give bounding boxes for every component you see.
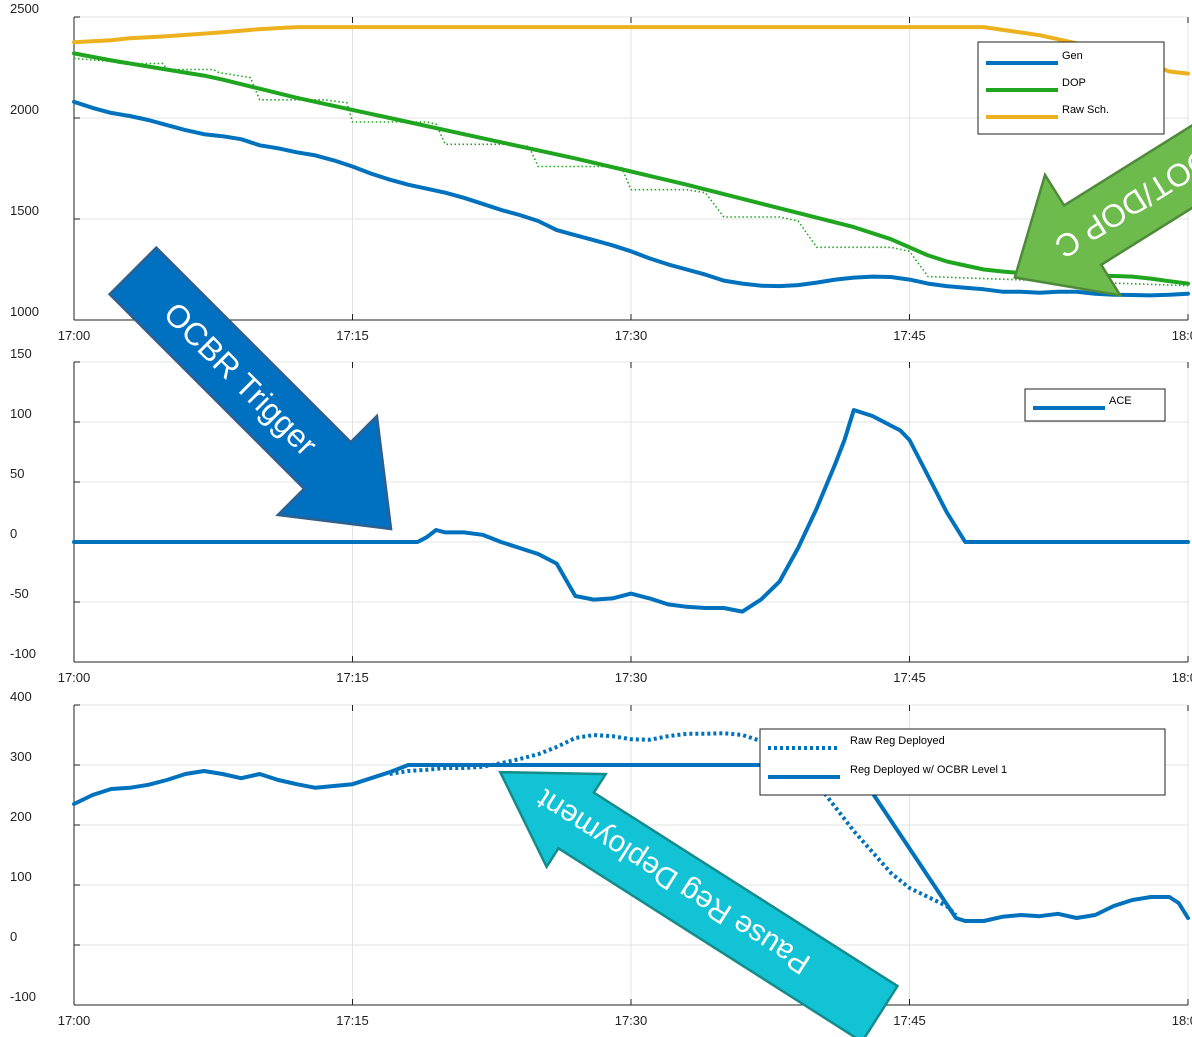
y-tick-label: 300 bbox=[10, 749, 32, 764]
y-tick-label: -50 bbox=[10, 586, 29, 601]
legend-label: Gen bbox=[1062, 50, 1083, 62]
y-tick-label: -100 bbox=[10, 646, 36, 661]
legend-label: Raw Reg Deployed bbox=[850, 735, 945, 747]
x-tick-label: 17:15 bbox=[336, 328, 369, 343]
y-tick-label: 50 bbox=[10, 466, 24, 481]
series-line-reg-deployed-w-ocbr-level-1 bbox=[72, 763, 1190, 923]
ocbr-arrow-shape bbox=[107, 245, 393, 531]
legend-box bbox=[759, 728, 1166, 796]
y-tick-label: 1500 bbox=[10, 203, 39, 218]
series-line-ace bbox=[72, 408, 1190, 614]
legend-label: Raw Sch. bbox=[1062, 104, 1109, 116]
legend-label: ACE bbox=[1109, 395, 1132, 407]
pause-arrow-label: Pause Reg Deployment bbox=[531, 782, 817, 980]
ace-legend: ACE bbox=[1024, 388, 1166, 422]
y-tick-label: 150 bbox=[10, 346, 32, 361]
x-tick-label: 18:00 bbox=[1172, 1013, 1192, 1028]
x-tick-label: 18:00 bbox=[1172, 328, 1192, 343]
x-tick-label: 17:00 bbox=[58, 1013, 91, 1028]
y-tick-label: 2000 bbox=[10, 102, 39, 117]
y-tick-label: -100 bbox=[10, 989, 36, 1004]
ace-panel: -100 -50 0 50 100 150 17:00 17:15 17:30 17:45 18:0… bbox=[10, 346, 1192, 685]
x-tick-label: 17:30 bbox=[615, 670, 648, 685]
legend-box bbox=[1024, 388, 1166, 422]
y-tick-label: 1000 bbox=[10, 304, 39, 319]
gen-legend: Gen DOP Raw Sch. bbox=[977, 41, 1165, 135]
ocbr-arrow: OCBR Trigger bbox=[107, 245, 393, 531]
series-line-gen bbox=[72, 99, 1190, 298]
x-tick-label: 17:45 bbox=[893, 328, 926, 343]
x-tick-label: 17:30 bbox=[615, 1013, 648, 1028]
x-tick-label: 17:00 bbox=[58, 328, 91, 343]
x-tick-label: 17:45 bbox=[893, 670, 926, 685]
x-tick-label: 17:45 bbox=[893, 1013, 926, 1028]
dop-arrow-shape bbox=[1013, 87, 1192, 298]
legend-label: DOP bbox=[1062, 77, 1086, 89]
reg-legend: Raw Reg Deployed Reg Deployed w/ OCBR Lev… bbox=[759, 728, 1166, 796]
y-tick-label: 100 bbox=[10, 869, 32, 884]
y-tick-label: 100 bbox=[10, 406, 32, 421]
y-tick-label: 2500 bbox=[10, 1, 39, 16]
y-tick-label: 400 bbox=[10, 689, 32, 704]
x-tick-label: 17:00 bbox=[58, 670, 91, 685]
x-tick-label: 17:15 bbox=[336, 670, 369, 685]
y-tick-label: 200 bbox=[10, 809, 32, 824]
y-tick-label: 0 bbox=[10, 526, 17, 541]
pause-arrow-shape bbox=[498, 770, 900, 1037]
x-tick-label: 17:15 bbox=[336, 1013, 369, 1028]
x-tick-label: 18:00 bbox=[1172, 670, 1192, 685]
y-tick-label: 0 bbox=[10, 929, 17, 944]
legend-label: Reg Deployed w/ OCBR Level 1 bbox=[850, 764, 1007, 776]
series-line-dop-setpoint bbox=[73, 57, 1189, 287]
x-tick-label: 17:30 bbox=[615, 328, 648, 343]
